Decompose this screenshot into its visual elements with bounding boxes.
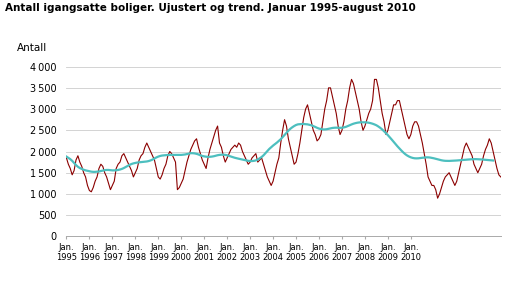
Legend: Antall boliger, trend, Antall boliger, ujustert: Antall boliger, trend, Antall boliger, u… [142, 302, 425, 303]
Text: Antall: Antall [16, 43, 47, 53]
Text: Antall igangsatte boliger. Ujustert og trend. Januar 1995-august 2010: Antall igangsatte boliger. Ujustert og t… [5, 3, 416, 13]
